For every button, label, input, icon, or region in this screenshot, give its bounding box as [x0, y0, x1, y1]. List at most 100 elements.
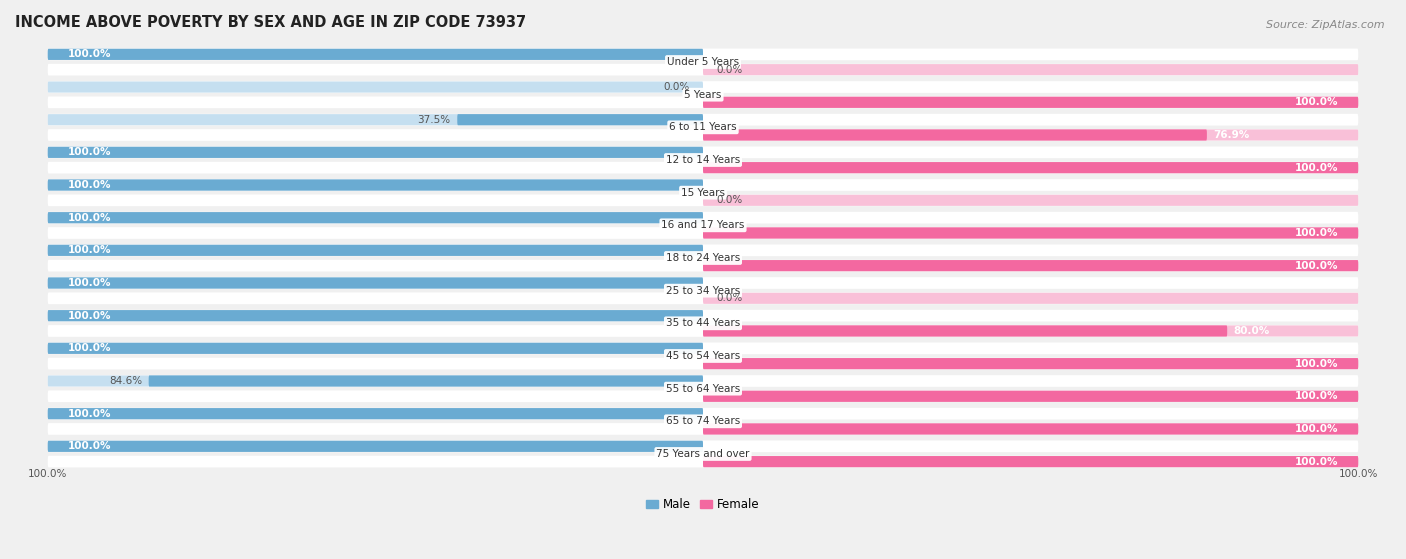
FancyBboxPatch shape	[703, 130, 1358, 140]
FancyBboxPatch shape	[703, 97, 1358, 108]
Text: 0.0%: 0.0%	[664, 82, 690, 92]
FancyBboxPatch shape	[48, 227, 1358, 239]
Text: 100.0%: 100.0%	[1339, 468, 1378, 479]
Text: 5 Years: 5 Years	[685, 89, 721, 100]
FancyBboxPatch shape	[48, 343, 703, 354]
FancyBboxPatch shape	[48, 64, 1358, 75]
FancyBboxPatch shape	[48, 277, 1358, 289]
Text: 6 to 11 Years: 6 to 11 Years	[669, 122, 737, 132]
FancyBboxPatch shape	[48, 343, 1358, 354]
FancyBboxPatch shape	[703, 195, 1358, 206]
Text: 18 to 24 Years: 18 to 24 Years	[666, 253, 740, 263]
FancyBboxPatch shape	[48, 212, 703, 223]
FancyBboxPatch shape	[703, 391, 1358, 402]
Text: 100.0%: 100.0%	[67, 212, 111, 222]
FancyBboxPatch shape	[48, 423, 1358, 435]
Text: 65 to 74 Years: 65 to 74 Years	[666, 416, 740, 427]
FancyBboxPatch shape	[703, 293, 1358, 304]
FancyBboxPatch shape	[48, 375, 1358, 387]
FancyBboxPatch shape	[48, 179, 703, 191]
Text: Source: ZipAtlas.com: Source: ZipAtlas.com	[1267, 20, 1385, 30]
FancyBboxPatch shape	[48, 408, 703, 419]
Text: 100.0%: 100.0%	[67, 311, 111, 321]
Text: 45 to 54 Years: 45 to 54 Years	[666, 351, 740, 361]
Text: 35 to 44 Years: 35 to 44 Years	[666, 318, 740, 328]
FancyBboxPatch shape	[48, 325, 1358, 337]
FancyBboxPatch shape	[48, 408, 703, 419]
Text: 100.0%: 100.0%	[1295, 424, 1339, 434]
FancyBboxPatch shape	[48, 260, 1358, 272]
FancyBboxPatch shape	[703, 391, 1358, 402]
FancyBboxPatch shape	[48, 179, 1358, 191]
FancyBboxPatch shape	[48, 440, 1358, 452]
Text: 15 Years: 15 Years	[681, 188, 725, 198]
Text: 25 to 34 Years: 25 to 34 Years	[666, 286, 740, 296]
FancyBboxPatch shape	[48, 440, 703, 452]
Text: Under 5 Years: Under 5 Years	[666, 57, 740, 67]
FancyBboxPatch shape	[48, 310, 703, 321]
FancyBboxPatch shape	[703, 228, 1358, 239]
Text: 0.0%: 0.0%	[716, 293, 742, 304]
FancyBboxPatch shape	[703, 130, 1206, 140]
FancyBboxPatch shape	[48, 390, 1358, 402]
Text: 16 and 17 Years: 16 and 17 Years	[661, 220, 745, 230]
FancyBboxPatch shape	[48, 82, 703, 93]
Text: INCOME ABOVE POVERTY BY SEX AND AGE IN ZIP CODE 73937: INCOME ABOVE POVERTY BY SEX AND AGE IN Z…	[15, 15, 526, 30]
Text: 100.0%: 100.0%	[28, 468, 67, 479]
FancyBboxPatch shape	[48, 277, 703, 288]
Text: 100.0%: 100.0%	[1295, 228, 1339, 238]
FancyBboxPatch shape	[48, 114, 1358, 126]
FancyBboxPatch shape	[48, 343, 703, 354]
Text: 100.0%: 100.0%	[67, 49, 111, 59]
FancyBboxPatch shape	[703, 162, 1358, 173]
FancyBboxPatch shape	[703, 325, 1358, 337]
Text: 100.0%: 100.0%	[67, 409, 111, 419]
FancyBboxPatch shape	[48, 146, 1358, 158]
FancyBboxPatch shape	[703, 325, 1227, 337]
FancyBboxPatch shape	[48, 245, 703, 256]
FancyBboxPatch shape	[703, 260, 1358, 271]
FancyBboxPatch shape	[48, 358, 1358, 369]
FancyBboxPatch shape	[703, 64, 1358, 75]
FancyBboxPatch shape	[703, 423, 1358, 434]
Text: 100.0%: 100.0%	[1295, 391, 1339, 401]
FancyBboxPatch shape	[48, 408, 1358, 419]
Text: 76.9%: 76.9%	[1213, 130, 1250, 140]
FancyBboxPatch shape	[48, 245, 703, 256]
Text: 80.0%: 80.0%	[1233, 326, 1270, 336]
FancyBboxPatch shape	[48, 292, 1358, 304]
Text: 0.0%: 0.0%	[716, 65, 742, 75]
FancyBboxPatch shape	[703, 97, 1358, 108]
FancyBboxPatch shape	[149, 376, 703, 387]
Text: 75 Years and over: 75 Years and over	[657, 449, 749, 459]
FancyBboxPatch shape	[48, 97, 1358, 108]
Text: 100.0%: 100.0%	[67, 343, 111, 353]
FancyBboxPatch shape	[703, 260, 1358, 271]
FancyBboxPatch shape	[48, 179, 703, 191]
FancyBboxPatch shape	[48, 114, 703, 125]
FancyBboxPatch shape	[703, 423, 1358, 434]
Text: 37.5%: 37.5%	[418, 115, 451, 125]
Text: 100.0%: 100.0%	[1295, 97, 1339, 107]
FancyBboxPatch shape	[48, 456, 1358, 467]
Text: 100.0%: 100.0%	[1295, 457, 1339, 467]
FancyBboxPatch shape	[48, 277, 703, 288]
FancyBboxPatch shape	[48, 440, 703, 452]
FancyBboxPatch shape	[48, 212, 1358, 224]
FancyBboxPatch shape	[48, 310, 703, 321]
Text: 12 to 14 Years: 12 to 14 Years	[666, 155, 740, 165]
Text: 100.0%: 100.0%	[67, 441, 111, 451]
Text: 100.0%: 100.0%	[67, 245, 111, 255]
FancyBboxPatch shape	[48, 162, 1358, 173]
FancyBboxPatch shape	[703, 456, 1358, 467]
FancyBboxPatch shape	[703, 162, 1358, 173]
FancyBboxPatch shape	[48, 49, 703, 60]
FancyBboxPatch shape	[48, 49, 703, 60]
FancyBboxPatch shape	[48, 244, 1358, 256]
Text: 0.0%: 0.0%	[716, 195, 742, 205]
FancyBboxPatch shape	[703, 358, 1358, 369]
Text: 55 to 64 Years: 55 to 64 Years	[666, 383, 740, 394]
Text: 100.0%: 100.0%	[1295, 260, 1339, 271]
FancyBboxPatch shape	[48, 129, 1358, 141]
Text: 100.0%: 100.0%	[67, 278, 111, 288]
